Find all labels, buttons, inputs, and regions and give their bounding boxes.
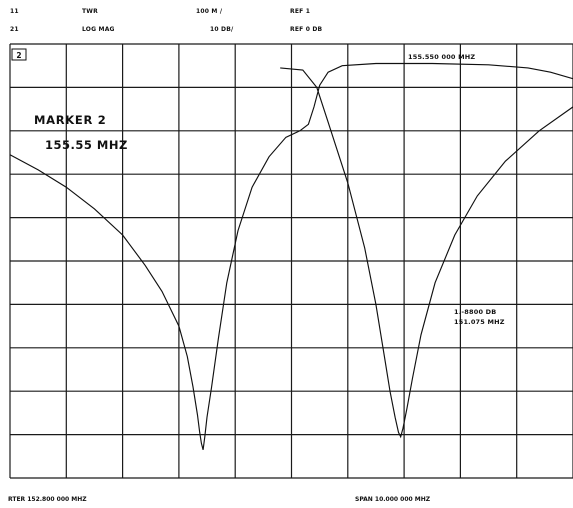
- marker-readout-frequency: 151.075 MHZ: [454, 318, 505, 326]
- marker-readout-value: 1.-8800 DB: [454, 308, 496, 316]
- channel-number-2: 21: [10, 26, 19, 33]
- ref-label-1: REF 1: [290, 8, 311, 15]
- marker-annotation: MARKER 2 155.55 MHZ: [34, 113, 128, 152]
- span-label: SPAN 10.000 000 MHZ: [355, 496, 431, 503]
- graticule-grid: [9, 43, 573, 479]
- marker-response-trace: [280, 67, 573, 439]
- param-label-2: LOG MAG: [82, 26, 115, 33]
- marker-box: 2: [11, 48, 27, 61]
- scale-label-2: 10 DB/: [210, 26, 234, 33]
- scale-label-1: 100 M /: [196, 8, 223, 15]
- channel-number-1: 11: [10, 8, 19, 15]
- marker-readout-top: 155.550 000 MHZ: [408, 53, 475, 61]
- start-frequency-label: RTER 152.800 000 MHZ: [8, 496, 87, 503]
- marker-frequency: 155.55 MHZ: [45, 138, 128, 152]
- marker-title: MARKER 2: [34, 113, 106, 127]
- log-mag-trace: [9, 62, 573, 450]
- param-label-1: TWR: [82, 8, 98, 15]
- ref-label-2: REF 0 DB: [290, 26, 323, 33]
- marker-readout-right: 1.-8800 DB 151.075 MHZ: [454, 308, 505, 326]
- marker-box-label: 2: [16, 51, 21, 60]
